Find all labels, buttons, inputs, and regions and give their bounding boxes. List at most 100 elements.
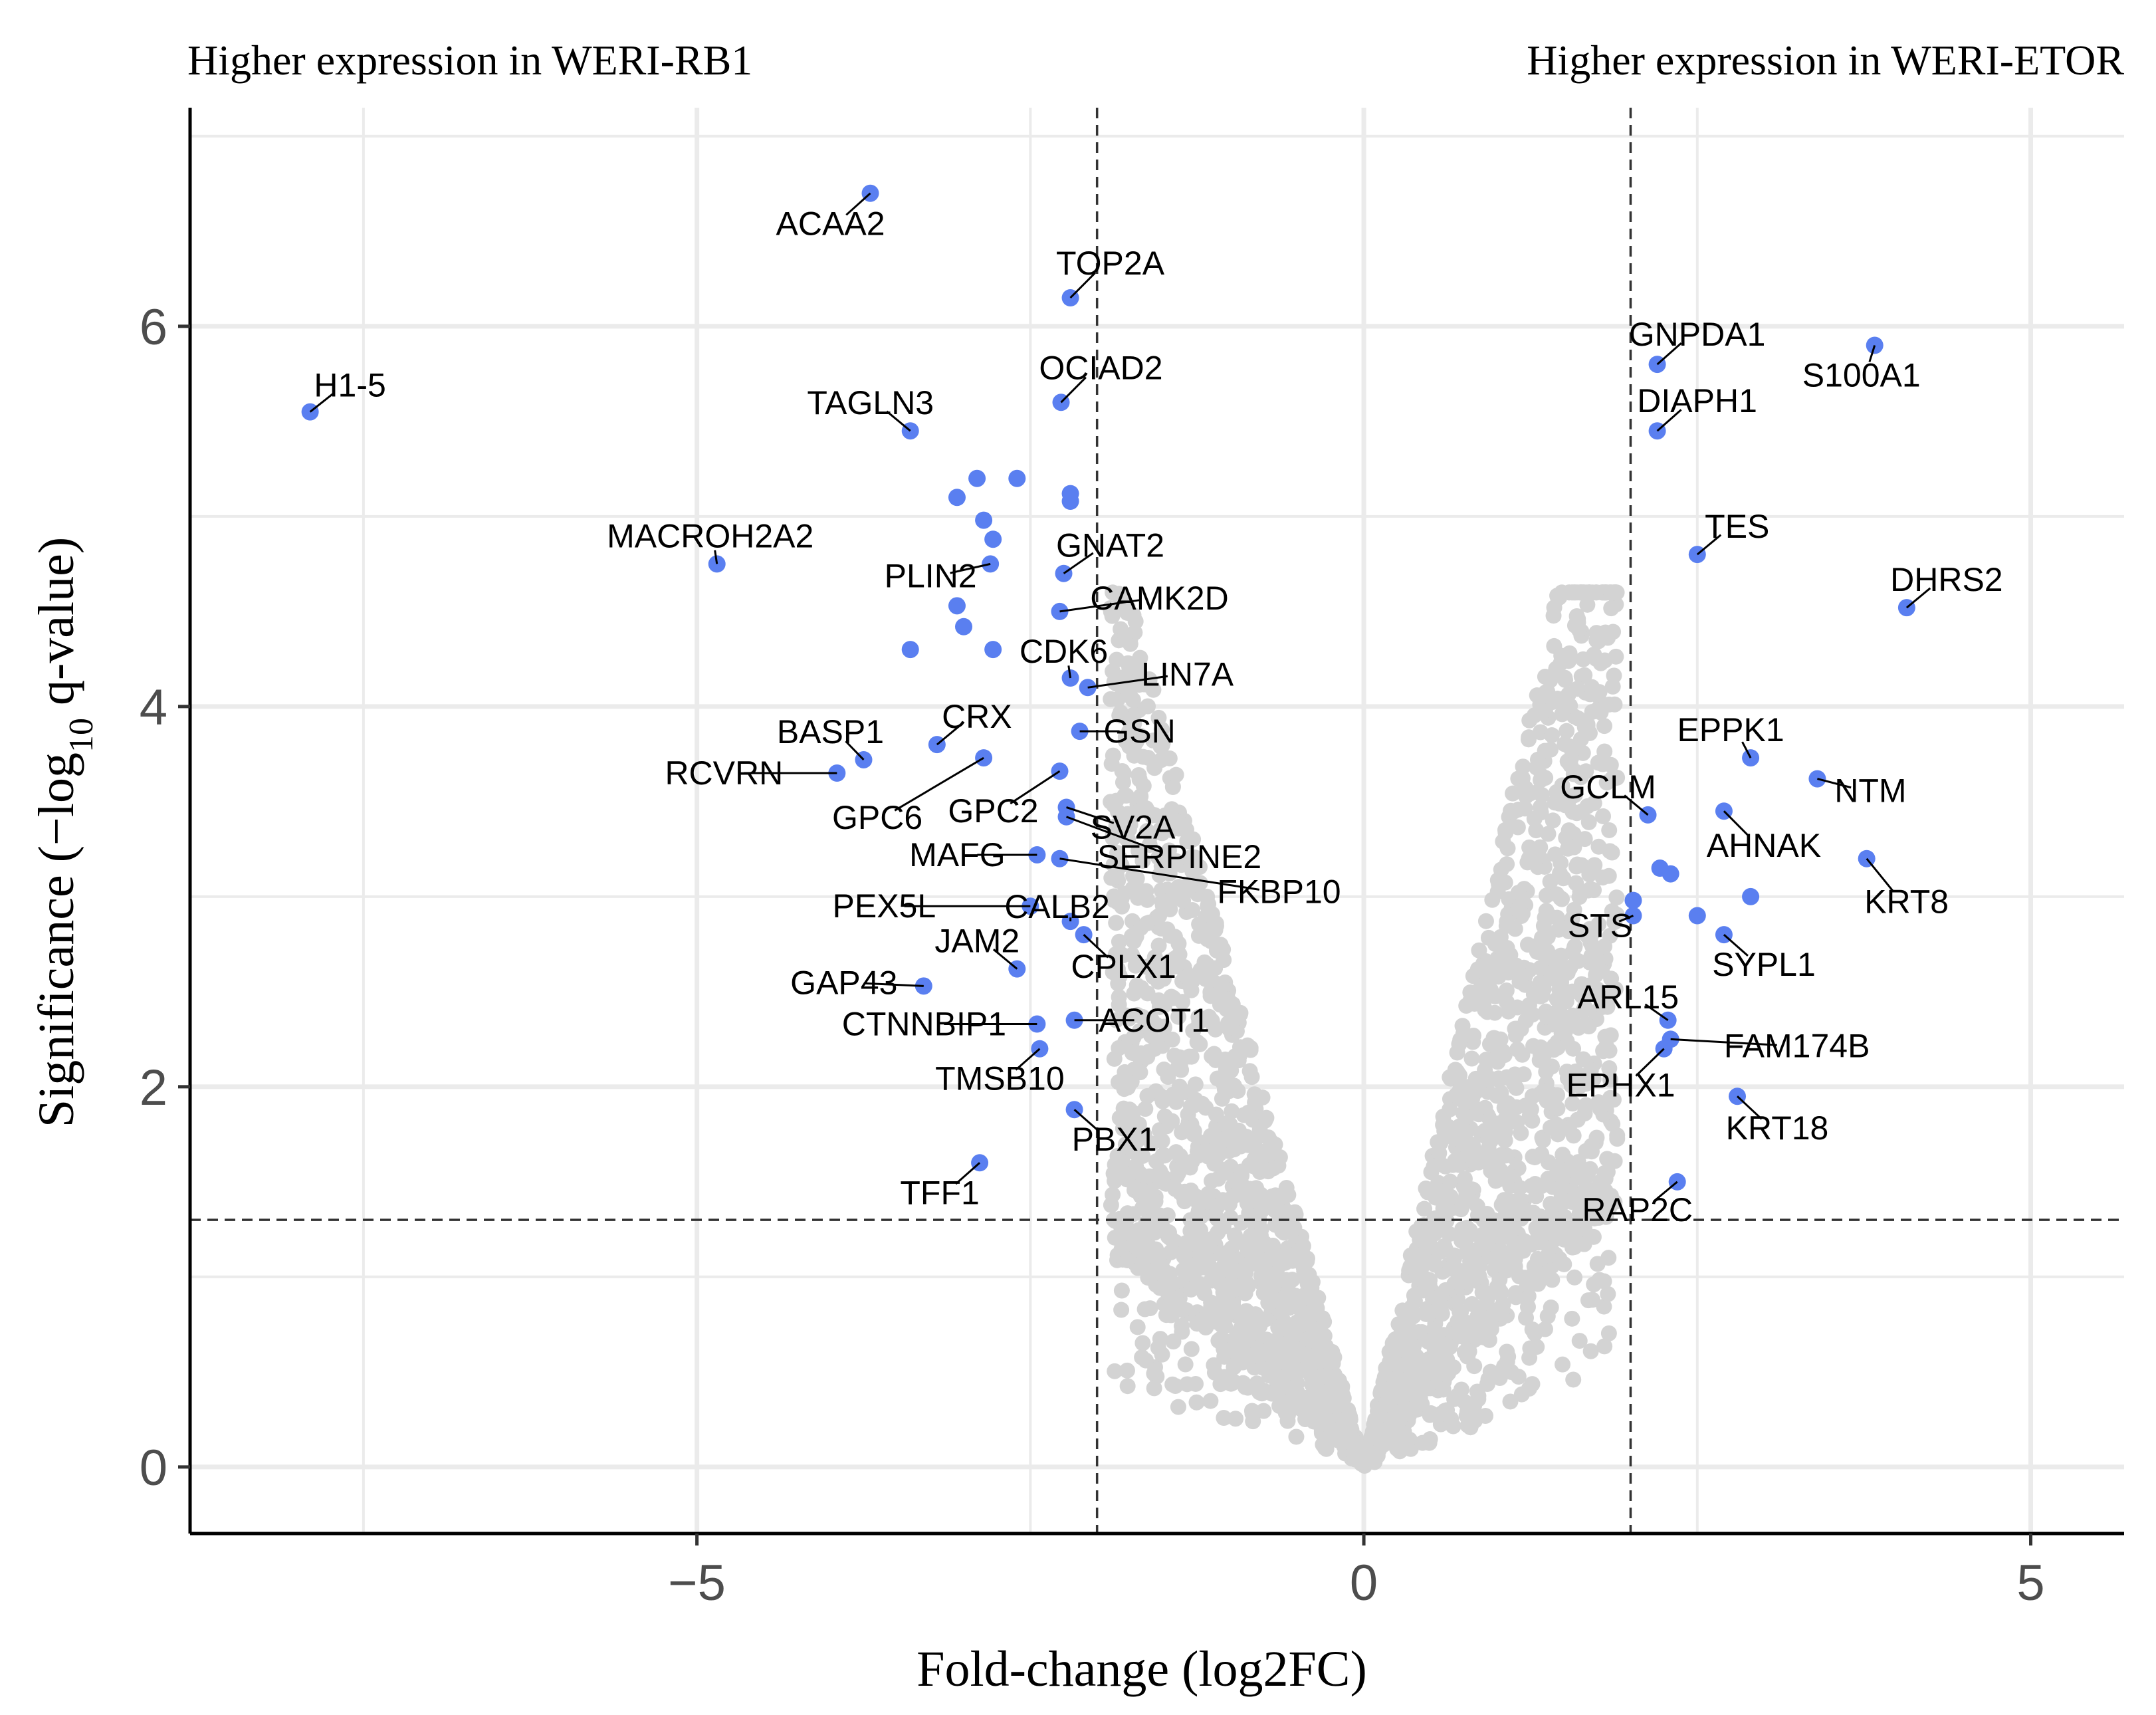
significant-point (984, 641, 1002, 659)
label-leader (1670, 1038, 1777, 1046)
nonsig-point (1210, 986, 1227, 1002)
nonsig-point (1378, 1396, 1394, 1413)
nonsig-point (1119, 1252, 1136, 1269)
nonsig-point (1421, 1434, 1438, 1451)
nonsig-point (1245, 1413, 1261, 1430)
nonsig-point (1535, 687, 1552, 704)
nonsig-point (1549, 909, 1565, 926)
nonsig-point (1608, 648, 1624, 665)
nonsig-point (1168, 853, 1184, 869)
nonsig-point (1232, 1006, 1248, 1022)
gene-label-ociad2: OCIAD2 (1039, 349, 1162, 386)
gene-label-s100a1: S100A1 (1802, 357, 1921, 394)
nonsig-point (1554, 777, 1570, 794)
significant-point (948, 489, 966, 507)
nonsig-point (1470, 1391, 1487, 1407)
nonsig-point (1586, 795, 1602, 812)
significant-point (955, 618, 972, 635)
gene-label-gnpda1: GNPDA1 (1629, 316, 1766, 353)
nonsig-point (1119, 1362, 1135, 1379)
nonsig-point (1122, 688, 1138, 705)
nonsig-point (1575, 1002, 1592, 1019)
nonsig-point (1550, 1126, 1566, 1143)
nonsig-point (1576, 667, 1593, 683)
nonsig-point (1408, 1348, 1425, 1365)
nonsig-point (1449, 1044, 1465, 1061)
gene-label-acaa2: ACAA2 (776, 205, 885, 243)
nonsig-point (1198, 1306, 1215, 1323)
nonsig-point (1602, 756, 1619, 773)
gene-label-cplx1: CPLX1 (1071, 948, 1176, 985)
label-leader (1015, 1048, 1041, 1071)
axes: −5 0 5 0 2 4 6 (140, 108, 2124, 1611)
nonsig-point (1284, 1272, 1301, 1288)
nonsig-point (1544, 727, 1561, 744)
nonsig-point (1537, 669, 1553, 685)
nonsig-point (1579, 1165, 1596, 1182)
nonsig-point (1332, 1430, 1348, 1446)
nonsig-point (1103, 691, 1119, 707)
nonsig-point (1582, 881, 1599, 897)
nonsig-point (1535, 1132, 1551, 1149)
significant-point (1662, 865, 1679, 883)
nonsig-point (1120, 1079, 1136, 1095)
nonsig-point (1277, 1405, 1294, 1421)
nonsig-point (1505, 1234, 1522, 1250)
gene-label-gclm: GCLM (1560, 768, 1656, 806)
nonsig-point (1178, 969, 1195, 985)
nonsig-point (1410, 1324, 1427, 1341)
nonsig-point (1576, 831, 1593, 848)
x-tick-label: 0 (1350, 1555, 1378, 1611)
nonsig-point (1442, 1069, 1458, 1086)
label-leader (863, 982, 924, 987)
nonsig-point (1173, 1062, 1190, 1078)
nonsig-point (1564, 1310, 1580, 1327)
nonsig-point (1451, 1316, 1467, 1333)
nonsig-point (1533, 1230, 1549, 1247)
nonsig-point (1539, 1009, 1555, 1026)
annotation-left: Higher expression in WERI-RB1 (187, 37, 752, 84)
nonsig-point (1234, 1281, 1250, 1298)
nonsig-point (1224, 1103, 1240, 1119)
nonsig-point (1265, 1137, 1281, 1154)
nonsig-point (1242, 1228, 1259, 1244)
nonsig-point (1235, 1375, 1251, 1391)
nonsig-point (1588, 651, 1604, 667)
gene-label-ctnnbip1: CTNNBIP1 (842, 1006, 1006, 1043)
nonsig-point (1146, 1040, 1162, 1057)
gene-label-gap43: GAP43 (790, 964, 897, 1001)
nonsig-point (1281, 1364, 1297, 1381)
nonsig-point (1174, 994, 1191, 1010)
label-leader (1067, 665, 1072, 679)
nonsig-point (1595, 998, 1612, 1015)
nonsig-point (1471, 942, 1487, 959)
nonsig-point (1113, 1302, 1130, 1318)
nonsig-point (1239, 1195, 1255, 1212)
nonsig-point (1433, 1287, 1450, 1304)
nonsig-point (1107, 1173, 1123, 1189)
nonsig-point (1154, 737, 1170, 753)
label-leader (1010, 770, 1061, 805)
nonsig-point (1211, 1145, 1228, 1162)
nonsig-point (1549, 1087, 1566, 1103)
nonsig-point (1515, 1066, 1532, 1083)
nonsig-point (1569, 1077, 1586, 1093)
nonsig-point (1306, 1295, 1323, 1312)
nonsig-point (1162, 1266, 1178, 1282)
nonsig-point (1150, 992, 1167, 1008)
label-leader (936, 724, 962, 746)
nonsig-point (1103, 756, 1120, 772)
nonsig-point (1243, 1069, 1260, 1086)
nonsig-point (1220, 1254, 1237, 1270)
nonsig-point (1228, 1411, 1244, 1427)
nonsig-point (1570, 953, 1586, 969)
label-leader (955, 1162, 981, 1185)
nonsig-point (1183, 1341, 1200, 1357)
nonsig-point (1132, 1182, 1149, 1199)
label-leader (1060, 376, 1087, 403)
nonsig-point (1113, 1282, 1130, 1299)
nonsig-point (1553, 1025, 1570, 1042)
nonsig-point (1119, 1378, 1136, 1395)
nonsig-point (1539, 943, 1556, 959)
nonsig-point (1432, 1244, 1449, 1260)
